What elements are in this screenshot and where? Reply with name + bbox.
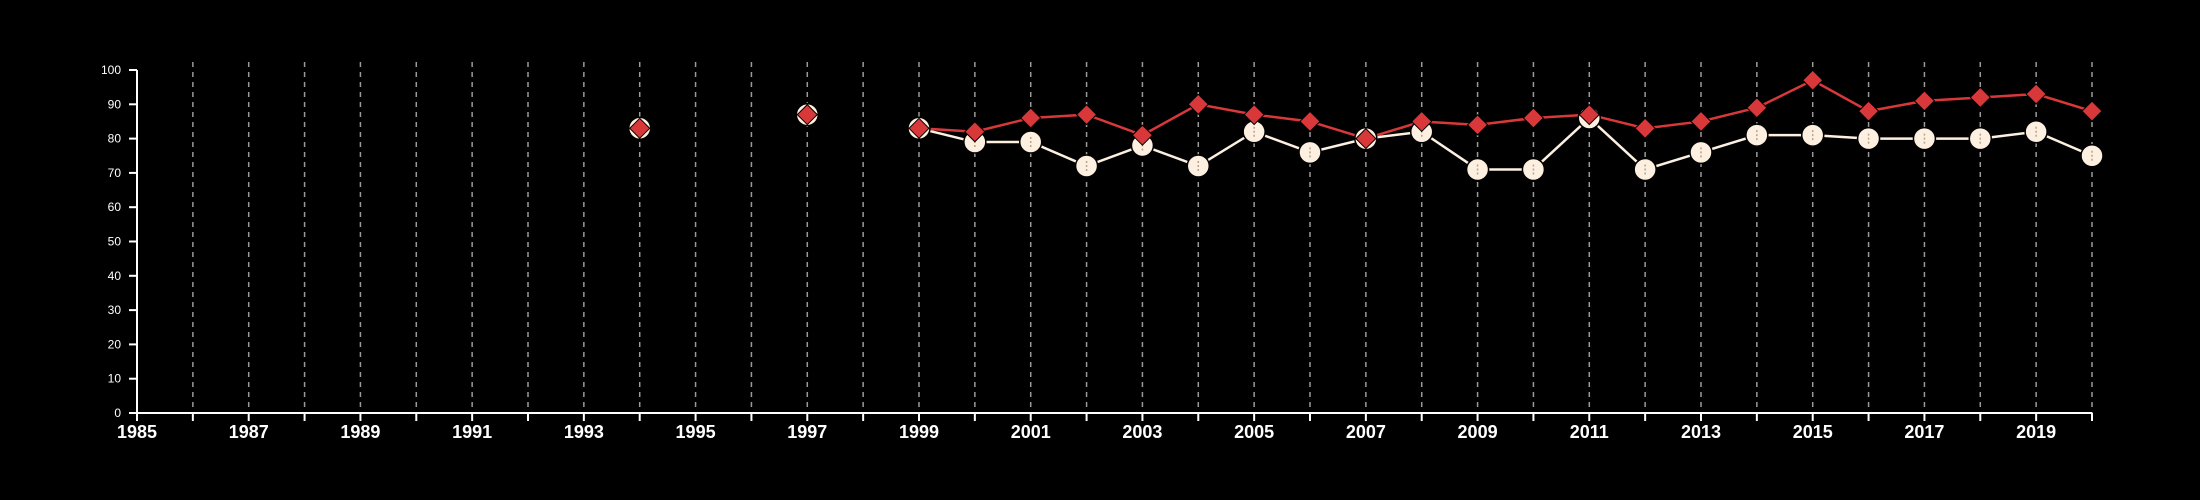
y-tick-label: 50 [108,235,122,249]
diamond-marker [2025,83,2047,105]
diamond-marker [1634,117,1656,140]
diamond-marker [1746,97,1768,119]
diamond-marker [1243,103,1265,126]
series-lines [918,78,2093,171]
x-tick-label: 1993 [564,422,604,442]
y-tick-label: 80 [108,132,122,146]
y-tick-label: 70 [108,166,122,180]
x-tick-label: 2005 [1234,422,1274,442]
x-tick-label: 2003 [1122,422,1162,442]
vertical-grid [192,62,2093,413]
x-tick-label: 2001 [1011,422,1051,442]
diamond-marker [1299,110,1321,133]
diamond-marker [1690,110,1712,133]
diamond-marker [1187,93,1209,116]
diamond-marker [1802,69,1824,91]
diamond-marker [1913,90,1936,112]
x-tick-label: 1991 [452,422,492,442]
diamond-marker [796,103,818,126]
diamond-marker [1020,107,1042,129]
diamond-marker [1522,107,1545,129]
series-circle-line [918,116,2093,171]
diamond-marker [1466,114,1489,136]
x-tick-label: 1997 [787,422,827,442]
axes: 0 10 20 30 40 50 60 70 80 90 100 1985 1987 1989 1991 19… [101,63,2093,442]
x-tick-label: 1995 [676,422,716,442]
y-tick-label: 20 [108,337,122,351]
y-tick-label: 60 [108,200,122,214]
y-tick-label: 90 [108,97,122,111]
x-tick-label: 1985 [117,422,157,442]
y-tick-label: 100 [101,63,121,77]
diamond-marker [629,117,651,140]
x-tick-label: 2017 [1904,422,1944,442]
x-tick-label: 2007 [1346,422,1386,442]
diamond-marker [908,117,930,140]
x-tick-label: 2019 [2016,422,2056,442]
series-markers [627,69,2104,182]
x-tick-label: 1987 [229,422,269,442]
x-tick-label: 2011 [1570,422,1609,442]
series-diamond-line [918,78,2093,140]
diamond-marker [1355,127,1377,150]
diamond-marker [1578,103,1600,126]
diamond-marker [1131,124,1154,146]
y-tick-label: 30 [108,303,122,317]
diamond-marker [2081,100,2103,122]
y-tick-label: 40 [108,269,122,283]
diamond-marker [1075,103,1098,126]
y-tick-label: 0 [114,406,121,420]
x-tick-label: 1989 [340,422,380,442]
diamond-marker [1969,86,1991,109]
diamond-marker [964,121,986,143]
x-tick-label: 2015 [1793,422,1833,442]
y-tick-label: 10 [108,372,122,386]
x-tick-label: 1999 [899,422,939,442]
diamond-marker [1411,110,1433,133]
x-tick-label: 2009 [1458,422,1498,442]
x-tick-label: 2013 [1681,422,1721,442]
diamond-marker [1857,100,1880,122]
